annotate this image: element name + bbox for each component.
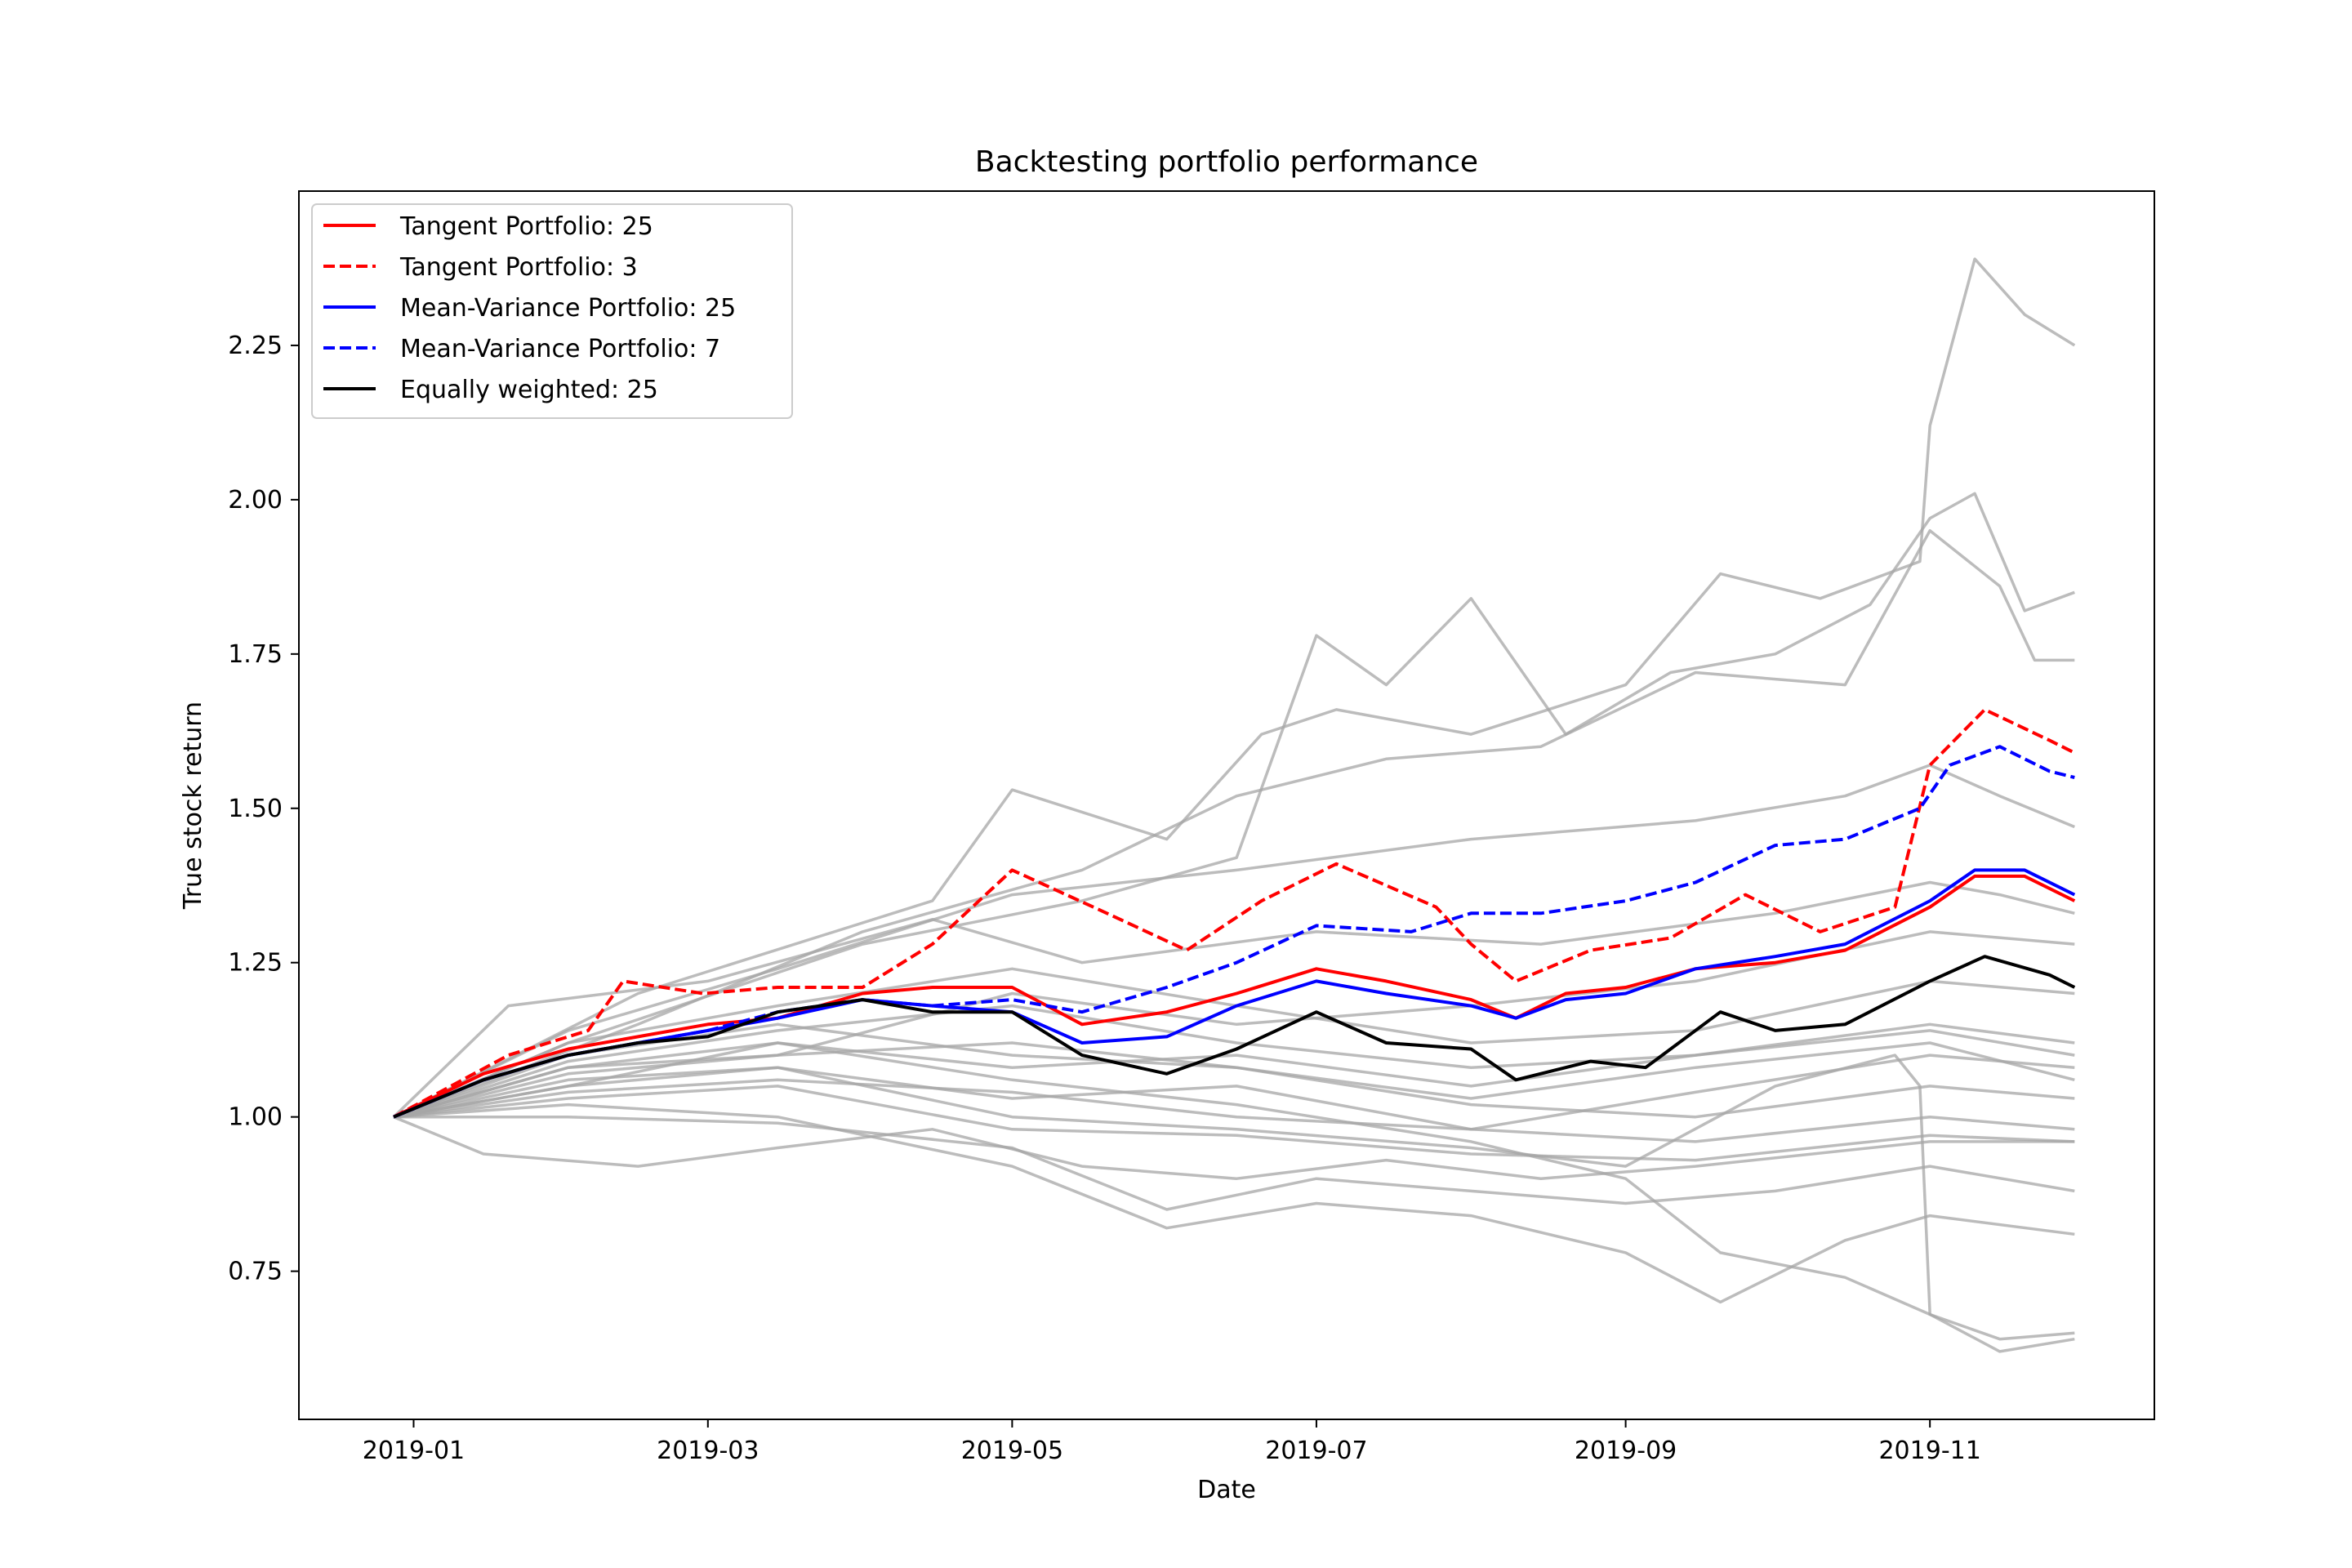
y-tick-label: 1.25 xyxy=(228,949,283,978)
y-tick-label: 1.00 xyxy=(228,1103,283,1132)
y-tick-label: 0.75 xyxy=(228,1258,283,1286)
background-series-line xyxy=(393,1004,2075,1119)
background-series-line xyxy=(393,492,2075,1119)
x-tick-label: 2019-03 xyxy=(657,1437,759,1465)
legend-label: Equally weighted: 25 xyxy=(400,376,658,404)
background-series-line xyxy=(393,764,2075,1119)
y-tick-label: 2.00 xyxy=(228,486,283,514)
legend-label: Tangent Portfolio: 3 xyxy=(399,253,638,282)
series-line-0 xyxy=(393,874,2076,1119)
x-tick-label: 2019-09 xyxy=(1575,1437,1677,1465)
x-axis-label: Date xyxy=(1197,1476,1256,1504)
portfolio-series-group xyxy=(393,707,2076,1119)
background-series-line xyxy=(393,1116,2075,1180)
legend-label: Mean-Variance Portfolio: 7 xyxy=(400,335,720,363)
legend-box xyxy=(311,203,793,419)
background-series-line xyxy=(393,1041,2075,1353)
x-tick-label: 2019-01 xyxy=(363,1437,465,1465)
background-series-group xyxy=(392,257,2076,1353)
background-series-line xyxy=(393,1041,2075,1119)
y-tick-label: 1.50 xyxy=(228,795,283,823)
legend-items: Tangent Portfolio: 25 Tangent Portfolio: … xyxy=(323,212,736,404)
series-line-4 xyxy=(393,955,2076,1119)
series-line-3 xyxy=(393,745,2075,1119)
background-series-line xyxy=(393,1085,2075,1162)
y-tick-label: 2.25 xyxy=(228,332,283,360)
background-series-line xyxy=(393,1022,2075,1119)
x-tick-label: 2019-11 xyxy=(1878,1437,1980,1465)
legend: Tangent Portfolio: 25 Tangent Portfolio: … xyxy=(311,203,793,419)
background-series-line xyxy=(393,1078,2075,1143)
legend-label: Tangent Portfolio: 25 xyxy=(399,212,653,241)
y-tick-label: 1.75 xyxy=(228,640,283,669)
plot-frame xyxy=(298,190,2155,1420)
x-tick-label: 2019-05 xyxy=(961,1437,1063,1465)
y-axis: 0.75 1.00 1.25 1.50 1.75 2.00 2.25 xyxy=(228,332,299,1286)
background-series-line xyxy=(393,1102,2075,1304)
background-series-line xyxy=(393,528,2075,1119)
series-line-1 xyxy=(393,707,2076,1119)
chart-title: Backtesting portfolio performance xyxy=(975,145,1478,179)
legend-label: Mean-Variance Portfolio: 25 xyxy=(400,294,736,323)
x-axis: 2019-01 2019-03 2019-05 2019-07 2019-09 2019-… xyxy=(363,1419,1981,1465)
background-series-line xyxy=(394,1115,2075,1211)
x-tick-label: 2019-07 xyxy=(1265,1437,1367,1465)
y-axis-label: True stock return xyxy=(179,702,207,910)
